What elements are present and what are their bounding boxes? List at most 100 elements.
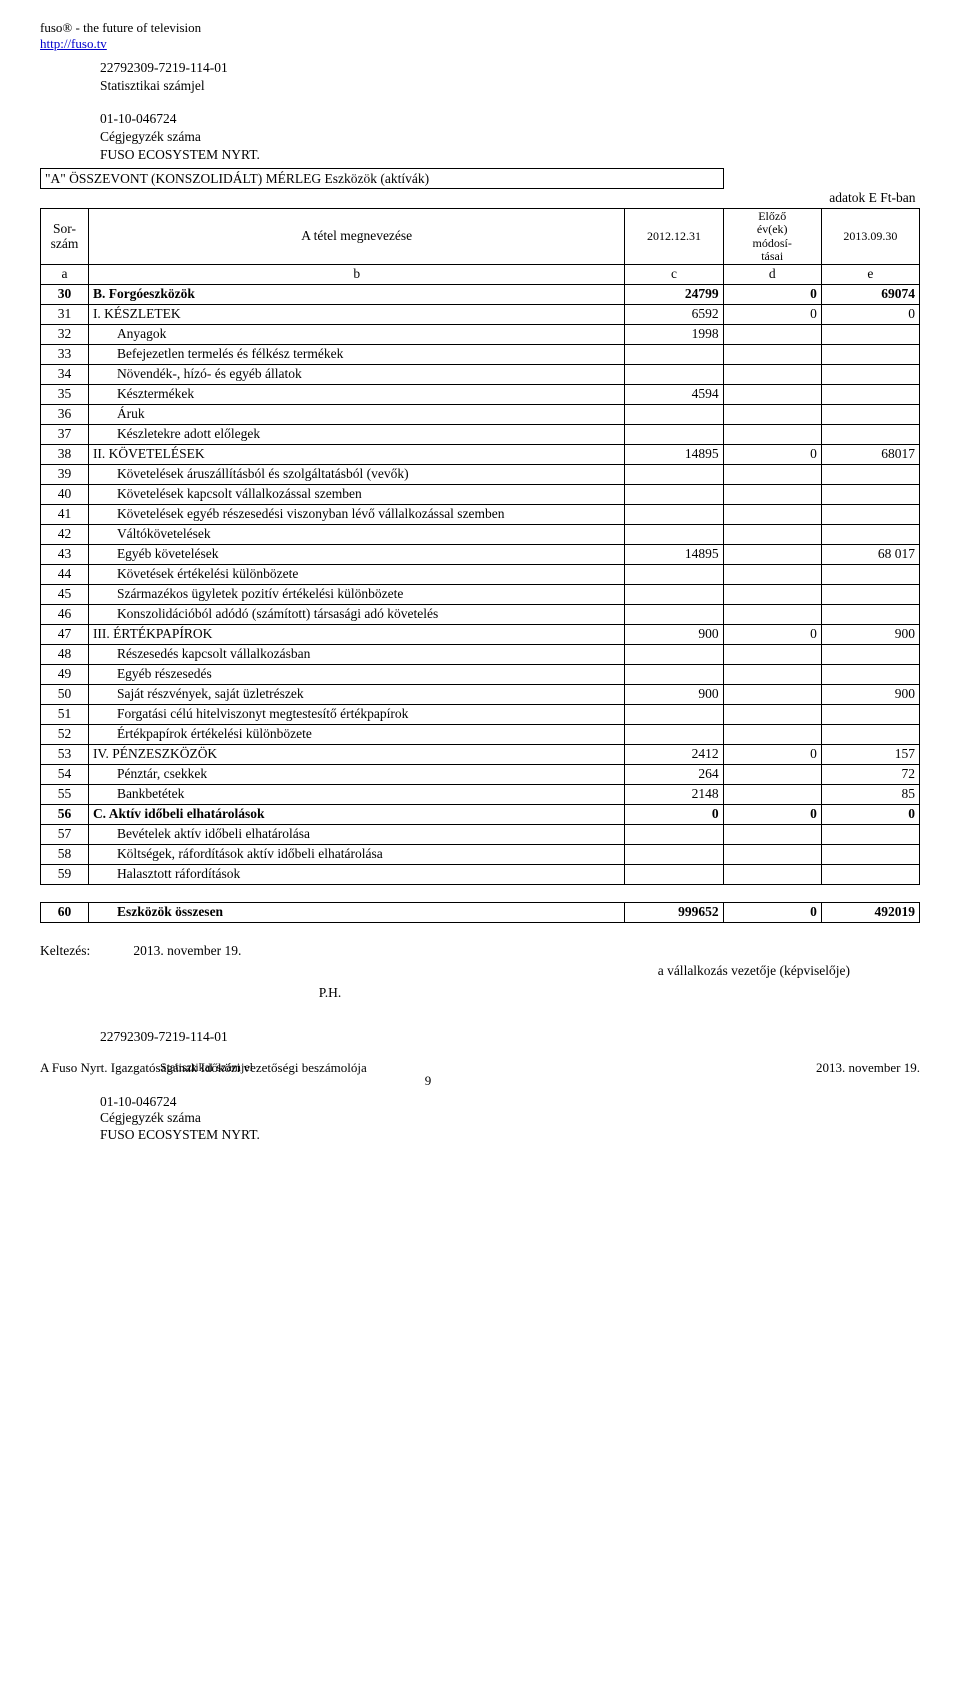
signature-block: Keltezés: 2013. november 19. a vállalkoz… xyxy=(40,943,920,1002)
row-c xyxy=(625,584,723,604)
row-d: 0 xyxy=(723,744,821,764)
row-e: 157 xyxy=(821,744,919,764)
row-e xyxy=(821,724,919,744)
row-lbl: Befejezetlen termelés és félkész terméke… xyxy=(88,344,625,364)
total-e: 492019 xyxy=(821,902,919,922)
pre-table-block: 22792309-7219-114-01 Statisztikai számje… xyxy=(100,59,920,164)
row-c xyxy=(625,864,723,884)
row-c xyxy=(625,464,723,484)
row-d xyxy=(723,644,821,664)
row-e xyxy=(821,524,919,544)
row-n: 46 xyxy=(41,604,89,624)
row-d xyxy=(723,684,821,704)
row-n: 54 xyxy=(41,764,89,784)
row-e xyxy=(821,844,919,864)
row-lbl: Értékpapírok értékelési különbözete xyxy=(88,724,625,744)
col-b: b xyxy=(88,264,625,284)
row-e: 0 xyxy=(821,304,919,324)
row-c xyxy=(625,524,723,544)
row-n: 53 xyxy=(41,744,89,764)
row-lbl: Áruk xyxy=(88,404,625,424)
units-label: adatok E Ft-ban xyxy=(723,189,919,209)
row-n: 35 xyxy=(41,384,89,404)
row-lbl: III. ÉRTÉKPAPÍROK xyxy=(88,624,625,644)
overlay-right: 2013. november 19. xyxy=(816,1060,920,1076)
row-lbl: Anyagok xyxy=(88,324,625,344)
balance-table: "A" ÖSSZEVONT (KONSZOLIDÁLT) MÉRLEG Eszk… xyxy=(40,168,920,923)
row-lbl: IV. PÉNZESZKÖZÖK xyxy=(88,744,625,764)
row-d xyxy=(723,404,821,424)
row-lbl: Részesedés kapcsolt vállalkozásban xyxy=(88,644,625,664)
row-n: 51 xyxy=(41,704,89,724)
col-a: a xyxy=(41,264,89,284)
row-d xyxy=(723,824,821,844)
row-c xyxy=(625,644,723,664)
col-prev: Előzőév(ek)módosí-tásai xyxy=(723,209,821,265)
table-title: "A" ÖSSZEVONT (KONSZOLIDÁLT) MÉRLEG Eszk… xyxy=(41,169,724,189)
row-lbl: Forgatási célú hitelviszonyt megtestesít… xyxy=(88,704,625,724)
row-n: 38 xyxy=(41,444,89,464)
row-c: 0 xyxy=(625,804,723,824)
row-lbl: Egyéb követelések xyxy=(88,544,625,564)
row-e xyxy=(821,504,919,524)
row-lbl: C. Aktív időbeli elhatárolások xyxy=(88,804,625,824)
row-e: 0 xyxy=(821,804,919,824)
stat-label: Statisztikai számjel xyxy=(100,77,920,95)
hdr-link[interactable]: http://fuso.tv xyxy=(40,36,920,52)
row-n: 56 xyxy=(41,804,89,824)
col-c: c xyxy=(625,264,723,284)
kelt-date: 2013. november 19. xyxy=(133,943,241,958)
row-n: 48 xyxy=(41,644,89,664)
col-e: e xyxy=(821,264,919,284)
row-n: 41 xyxy=(41,504,89,524)
row-lbl: I. KÉSZLETEK xyxy=(88,304,625,324)
hdr-line1: fuso® - the future of television xyxy=(40,20,920,36)
row-d xyxy=(723,784,821,804)
row-e: 900 xyxy=(821,684,919,704)
row-n: 55 xyxy=(41,784,89,804)
row-e xyxy=(821,604,919,624)
row-d: 0 xyxy=(723,304,821,324)
row-lbl: Halasztott ráfordítások xyxy=(88,864,625,884)
row-c: 4594 xyxy=(625,384,723,404)
total-d: 0 xyxy=(723,902,821,922)
row-d: 0 xyxy=(723,804,821,824)
row-c xyxy=(625,504,723,524)
row-lbl: Költségek, ráfordítások aktív időbeli el… xyxy=(88,844,625,864)
row-e xyxy=(821,464,919,484)
row-n: 32 xyxy=(41,324,89,344)
row-c: 900 xyxy=(625,684,723,704)
row-d xyxy=(723,864,821,884)
row-c: 14895 xyxy=(625,544,723,564)
row-n: 58 xyxy=(41,844,89,864)
row-e xyxy=(821,344,919,364)
row-e xyxy=(821,384,919,404)
row-d xyxy=(723,584,821,604)
reg-label: Cégjegyzék száma xyxy=(100,128,920,146)
total-c: 999652 xyxy=(625,902,723,922)
row-e: 72 xyxy=(821,764,919,784)
row-d xyxy=(723,464,821,484)
row-e xyxy=(821,864,919,884)
row-c: 6592 xyxy=(625,304,723,324)
row-c: 2148 xyxy=(625,784,723,804)
row-lbl: Konszolidációból adódó (számított) társa… xyxy=(88,604,625,624)
row-n: 50 xyxy=(41,684,89,704)
row-e xyxy=(821,644,919,664)
row-c: 2412 xyxy=(625,744,723,764)
row-c xyxy=(625,404,723,424)
row-lbl: Váltókövetelések xyxy=(88,524,625,544)
row-e: 900 xyxy=(821,624,919,644)
row-c xyxy=(625,824,723,844)
row-e xyxy=(821,324,919,344)
row-n: 40 xyxy=(41,484,89,504)
row-lbl: Késztermékek xyxy=(88,384,625,404)
row-c xyxy=(625,364,723,384)
footer-block2: 01-10-046724 Cégjegyzék száma FUSO ECOSY… xyxy=(100,1094,920,1143)
row-lbl: Készletekre adott előlegek xyxy=(88,424,625,444)
col-date2: 2013.09.30 xyxy=(821,209,919,265)
row-d xyxy=(723,604,821,624)
page-header: fuso® - the future of television http://… xyxy=(40,20,920,51)
row-c: 264 xyxy=(625,764,723,784)
row-e xyxy=(821,404,919,424)
